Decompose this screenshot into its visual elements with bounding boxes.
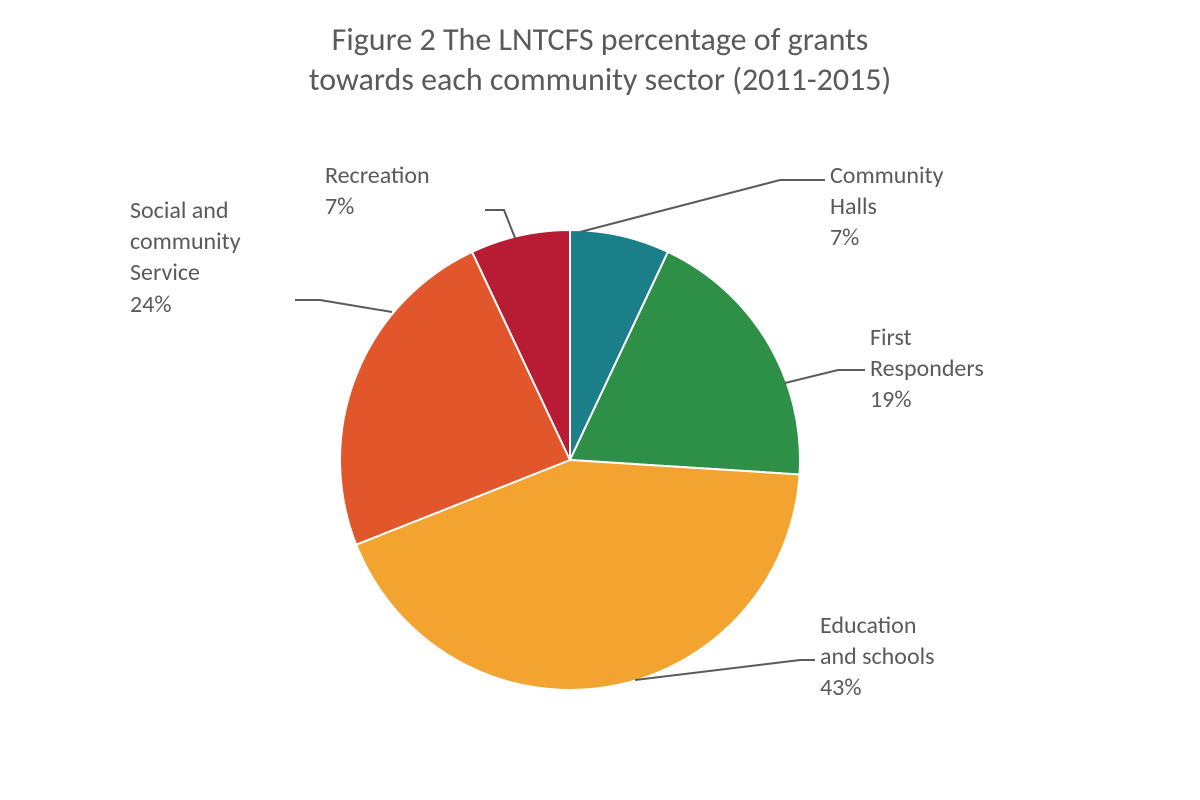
label-social-community-service: Social and community Service 24% — [130, 195, 241, 320]
leader-community-halls — [580, 180, 825, 232]
pie-svg — [340, 230, 800, 690]
label-community-halls: Community Halls 7% — [830, 160, 943, 254]
label-recreation: Recreation 7% — [325, 160, 430, 222]
pie-chart — [340, 230, 800, 690]
label-education-schools: Education and schools 43% — [820, 610, 935, 704]
chart-container: Figure 2 The LNTCFS percentage of grants… — [0, 0, 1200, 800]
label-first-responders: First Responders 19% — [870, 322, 984, 416]
chart-title: Figure 2 The LNTCFS percentage of grants… — [309, 20, 891, 100]
